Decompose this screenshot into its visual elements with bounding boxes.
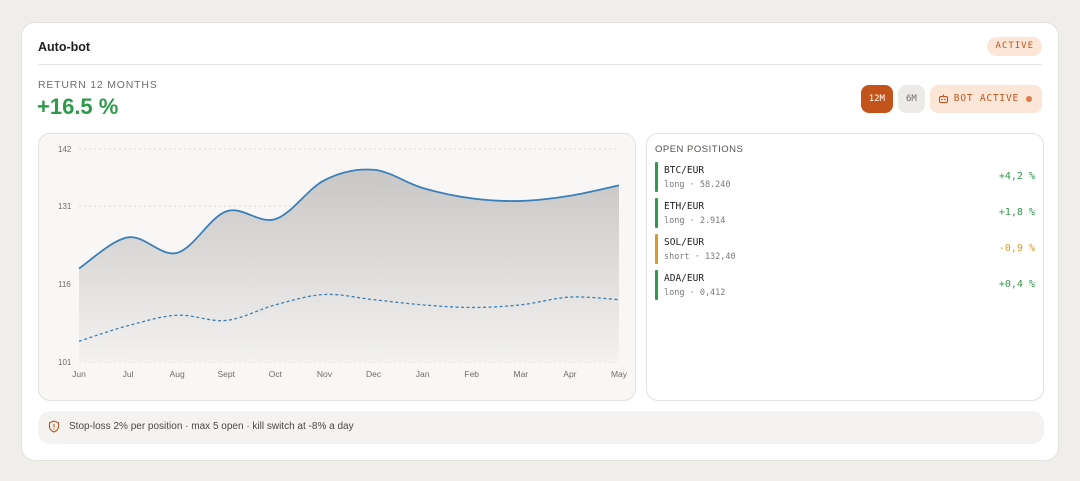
status-dot [1026, 96, 1032, 102]
position-row[interactable]: SOL/EUR short · 132,40 -0,9 % [655, 234, 1035, 264]
performance-chart: 142 131 116 101 Jun Jul Aug Sept Oct Nov Dec Jan Feb… [38, 133, 636, 401]
shield-icon [48, 420, 60, 433]
y-tick-label: 142 [58, 145, 72, 154]
robot-icon [938, 94, 948, 104]
position-row[interactable]: ETH/EUR long · 2.914 +1,8 % [655, 198, 1035, 228]
return-label: RETURN 12 MONTHS [38, 79, 158, 91]
return-line [78, 168, 620, 270]
bot-active-button[interactable]: BOT ACTIVE [929, 85, 1042, 113]
x-tick-label: Sept [218, 369, 236, 379]
series-area [79, 169, 619, 362]
position-pair: SOL/EUR [664, 237, 705, 248]
x-tick-label: Feb [464, 369, 479, 379]
y-tick-label: 101 [58, 358, 72, 367]
card-title: Auto-bot [38, 40, 91, 54]
position-detail: long · 2.914 [664, 216, 726, 226]
position-indicator [655, 270, 658, 300]
bot-status-label: BOT ACTIVE [953, 93, 1019, 104]
card-header: Auto-bot ACTIVE [38, 35, 1042, 65]
position-indicator [655, 234, 658, 264]
positions-title: OPEN POSITIONS [655, 144, 744, 155]
x-tick-label: May [611, 369, 628, 379]
position-change: +4,2 % [998, 171, 1035, 182]
y-tick-label: 131 [58, 202, 72, 211]
period-12m-button[interactable]: 12M [860, 85, 893, 113]
position-pair: BTC/EUR [664, 165, 705, 176]
position-detail: long · 0,412 [664, 288, 726, 298]
position-row[interactable]: BTC/EUR long · 58.240 +4,2 % [655, 162, 1035, 192]
position-change: +0,4 % [998, 279, 1035, 290]
benchmark-line [78, 293, 620, 342]
x-tick-label: Jun [72, 369, 86, 379]
x-tick-label: Nov [317, 369, 333, 379]
y-tick-label: 116 [58, 280, 71, 289]
positions-list: BTC/EUR long · 58.240 +4,2 % ETH/EUR long · … [655, 162, 1035, 306]
open-positions-panel: OPEN POSITIONS BTC/EUR long · 58.240 +4,2 … [646, 133, 1044, 401]
position-detail: long · 58.240 [664, 180, 731, 190]
risk-footer: Stop-loss 2% per position · max 5 open ·… [38, 411, 1044, 444]
position-detail: short · 132,40 [664, 252, 736, 262]
position-pair: ETH/EUR [664, 201, 705, 212]
auto-bot-card: Auto-bot ACTIVE RETURN 12 MONTHS +16.5 %… [21, 22, 1059, 461]
position-indicator [655, 162, 658, 192]
x-tick-label: Dec [366, 369, 382, 379]
position-row[interactable]: ADA/EUR long · 0,412 +0,4 % [655, 270, 1035, 300]
position-pair: ADA/EUR [664, 273, 705, 284]
position-change: +1,8 % [998, 207, 1035, 218]
return-value: +16.5 % [37, 94, 119, 119]
status-badge: ACTIVE [987, 37, 1042, 56]
x-tick-label: Jul [123, 369, 134, 379]
x-tick-label: Jan [416, 369, 430, 379]
x-tick-label: Aug [170, 369, 185, 379]
position-indicator [655, 198, 658, 228]
position-change: -0,9 % [998, 243, 1035, 254]
footer-text: Stop-loss 2% per position · max 5 open ·… [69, 421, 354, 432]
x-tick-label: Oct [269, 369, 283, 379]
x-tick-label: Mar [513, 369, 528, 379]
x-tick-label: Apr [563, 369, 576, 379]
period-6m-button[interactable]: 6M [897, 85, 925, 113]
chart-controls: 12M 6M BOT ACTIVE [860, 85, 1042, 113]
